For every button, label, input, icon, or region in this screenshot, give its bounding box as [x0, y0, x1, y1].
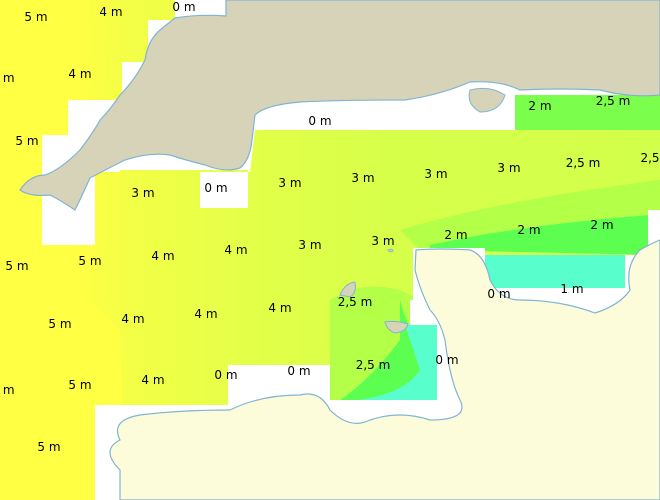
wave-height-label: 4 m — [141, 373, 165, 387]
wave-height-label: 4 m — [224, 243, 248, 257]
wave-height-label: 4 m — [268, 301, 292, 315]
wave-height-label: 3 m — [424, 167, 448, 181]
wave-height-label: 2 m — [444, 228, 468, 242]
wave-height-label: 5 m — [5, 259, 29, 273]
wave-height-label: 0 m — [487, 287, 511, 301]
wave-height-label: 2 m — [517, 223, 541, 237]
wave-height-label: 5 m — [15, 134, 39, 148]
wave-height-label: 0 m — [204, 181, 228, 195]
wave-height-label: 2 m — [528, 99, 552, 113]
wave-zone-5m — [0, 0, 125, 500]
wave-height-label: 4 m — [194, 307, 218, 321]
wave-height-label: 0 m — [287, 364, 311, 378]
wave-height-label: 1 m — [560, 282, 584, 296]
wave-height-label: 0 m — [308, 114, 332, 128]
wave-height-label: 2,5 — [640, 151, 660, 165]
wave-zone-2m-north — [515, 95, 660, 130]
wave-height-label: 3 m — [298, 238, 322, 252]
wave-zone-2m — [430, 215, 650, 255]
wave-height-label: 3 m — [497, 161, 521, 175]
wave-height-label: 3 m — [278, 176, 302, 190]
wave-zone-1m — [485, 255, 625, 288]
wave-height-label: 2,5 m — [355, 358, 391, 372]
wave-height-label: 5 m — [0, 383, 15, 397]
island-alderney — [387, 248, 394, 253]
wave-height-label: 4 m — [68, 67, 92, 81]
wave-height-label: 5 m — [24, 10, 48, 24]
wave-height-label: 0 m — [172, 0, 196, 14]
island-guernsey — [339, 281, 356, 298]
island-jersey — [384, 320, 409, 334]
wave-height-label: 4 m — [151, 249, 175, 263]
wave-zone-2m-south — [340, 300, 435, 400]
wave-height-label: 2,5 m — [595, 94, 631, 108]
wave-height-label: 4 m — [121, 312, 145, 326]
wave-height-label: 2 m — [590, 218, 614, 232]
wave-height-label: 2,5 m — [337, 295, 373, 309]
wave-height-label: 0 m — [435, 353, 459, 367]
wave-height-label: 3 m — [351, 171, 375, 185]
wave-height-label: 2,5 m — [565, 156, 601, 170]
isle-of-wight — [468, 87, 506, 113]
wave-height-label: 4 m — [99, 5, 123, 19]
land-france — [109, 239, 660, 500]
wave-height-label: 5 m — [48, 317, 72, 331]
wave-zone-1m-south — [332, 325, 437, 402]
wave-height-label: 3 m — [131, 186, 155, 200]
wave-height-label: 5 m — [68, 378, 92, 392]
land-england — [19, 0, 660, 211]
wave-height-label: 5 m — [37, 440, 61, 454]
wave-height-label: 5 m — [0, 71, 15, 85]
wave-height-label: 3 m — [371, 234, 395, 248]
wave-height-label: 0 m — [214, 368, 238, 382]
wave-height-label: 5 m — [78, 254, 102, 268]
